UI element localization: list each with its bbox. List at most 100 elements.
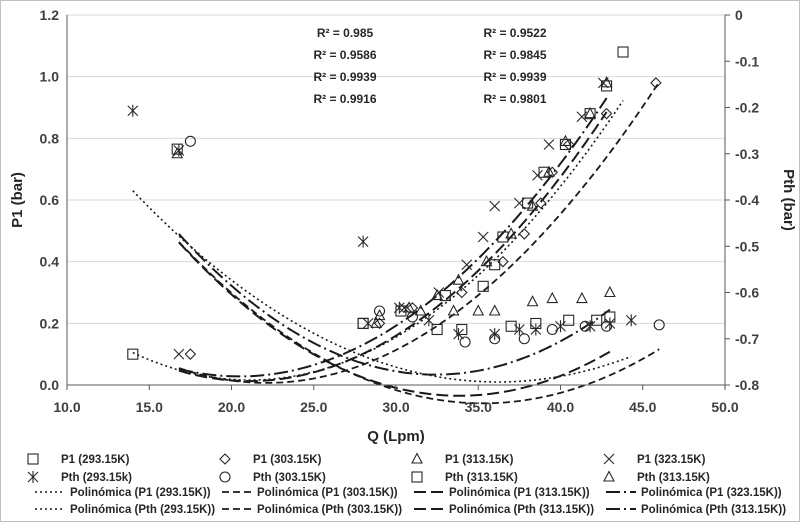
data-point-triangle [373, 308, 386, 321]
legend-label: Polinómica (P1 (303.15K)) [257, 487, 398, 499]
data-point-triangle [171, 147, 184, 159]
y-tick-label: 0.6 [40, 192, 60, 208]
y2-tick-label: -0.2 [735, 100, 759, 116]
data-point-circle [601, 320, 613, 332]
data-point-asterisk [604, 317, 616, 330]
data-point-triangle [414, 304, 427, 316]
y-tick-label: 0.8 [40, 130, 60, 146]
x-tick-label: 35.0 [465, 399, 492, 415]
data-point-triangle [559, 134, 572, 146]
data-point-triangle [452, 273, 465, 285]
x-tick-label: 30.0 [382, 399, 409, 415]
data-point-circle [653, 319, 665, 331]
data-point-square [477, 280, 489, 292]
trendline [178, 233, 611, 376]
data-point-x [597, 77, 609, 89]
legend-label: Pth (293.15k) [61, 472, 132, 484]
data-point-triangle [543, 165, 555, 177]
data-point-circle [489, 333, 501, 345]
data-point-triangle [403, 301, 416, 313]
legend-label: Pth (313.15K) [445, 472, 518, 484]
data-point-square [563, 314, 575, 326]
data-point-asterisk [357, 235, 369, 248]
y2-tick-label: -0.5 [735, 238, 759, 254]
data-point-x [532, 169, 543, 181]
data-point-asterisk [423, 314, 435, 327]
legend-marker-square [411, 471, 423, 483]
legend-marker-x [603, 453, 615, 465]
x-tick-label: 15.0 [136, 399, 163, 415]
data-point-square [431, 323, 443, 336]
trendline [178, 97, 608, 378]
trendline [178, 81, 660, 384]
x-tick-label: 50.0 [711, 399, 738, 415]
legend-label: Pth (303.15K) [253, 472, 326, 484]
data-point-triangle [584, 106, 597, 119]
data-point-asterisk [530, 323, 542, 336]
legend-label: Polinómica (P1 (313.15K)) [449, 487, 590, 499]
data-point-x [513, 197, 525, 209]
legend-marker-triangle [603, 470, 615, 482]
data-point-diamond [406, 302, 419, 314]
data-point-square [497, 231, 509, 243]
r2-annotation-left: R² = 0.9939 [313, 70, 376, 84]
data-point-x [461, 259, 473, 271]
data-point-circle [373, 305, 386, 317]
data-point-diamond [650, 77, 662, 89]
data-point-square [127, 348, 139, 360]
y-tick-label: 0.4 [40, 254, 60, 270]
legend-label: Polinómica (P1 (293.15K)) [70, 487, 211, 499]
legend-label: P1 (293.15K) [61, 454, 130, 466]
data-point-square [171, 143, 183, 155]
gridlines [67, 14, 725, 324]
r2-annotation-left: R² = 0.9916 [313, 92, 376, 106]
data-point-triangle [370, 316, 383, 328]
data-point-x [576, 111, 588, 123]
y2-tick-label: 0 [735, 7, 743, 23]
data-point-x [398, 302, 410, 314]
y-tick-label: 1.0 [40, 69, 60, 85]
legend-label: Polinómica (Pth (303.15K)) [257, 504, 402, 516]
r2-annotation-right: R² = 0.9801 [483, 92, 546, 106]
legend-marker-square [27, 453, 39, 465]
y2-tick-label: -0.3 [735, 146, 759, 162]
data-point-diamond [600, 107, 613, 120]
trendline [178, 241, 611, 397]
data-point-x [433, 287, 445, 298]
data-point-triangle [472, 304, 485, 316]
data-point-diamond [562, 138, 575, 151]
data-point-triangle [546, 291, 559, 304]
y2-tick-label: -0.8 [735, 377, 759, 393]
data-point-triangle [505, 227, 518, 239]
data-point-square [357, 317, 369, 330]
data-point-diamond [546, 166, 559, 179]
data-point-diamond [534, 197, 547, 209]
data-point-square [489, 259, 501, 271]
data-point-circle [546, 323, 558, 336]
data-point-asterisk [625, 314, 637, 327]
data-point-triangle [480, 254, 493, 267]
data-point-circle [518, 333, 530, 345]
y2-tick-label: -0.6 [735, 285, 759, 301]
data-point-diamond [373, 317, 386, 330]
data-point-x [489, 200, 501, 212]
legend-label: Polinómica (P1 (323.15K)) [641, 487, 782, 499]
x-tick-label: 10.0 [53, 399, 80, 415]
labels: 0.0 0.2 0.4 0.6 0.8 1.0 1.2 0 -0.1 -0.2 -0.3 -0.4 -0… [9, 7, 797, 445]
data-point-triangle [526, 295, 539, 307]
data-points [127, 46, 665, 360]
data-point-diamond [456, 286, 468, 299]
data-point-square [617, 46, 629, 58]
legend: P1 (293.15K) P1 (303.15K) P1 (313.15K) P1 (… [27, 452, 786, 516]
data-point-triangle [526, 199, 539, 211]
legend-label: Polinómica (Pth (313.15K)) [641, 504, 786, 516]
y2-tick-label: -0.1 [735, 53, 759, 69]
data-point-triangle [603, 285, 616, 298]
legend-marker-diamond [219, 453, 231, 465]
data-point-circle [579, 320, 591, 332]
r2-annotation-right: R² = 0.9522 [483, 26, 546, 40]
legend-marker-triangle [411, 452, 423, 464]
data-point-x [477, 231, 489, 243]
